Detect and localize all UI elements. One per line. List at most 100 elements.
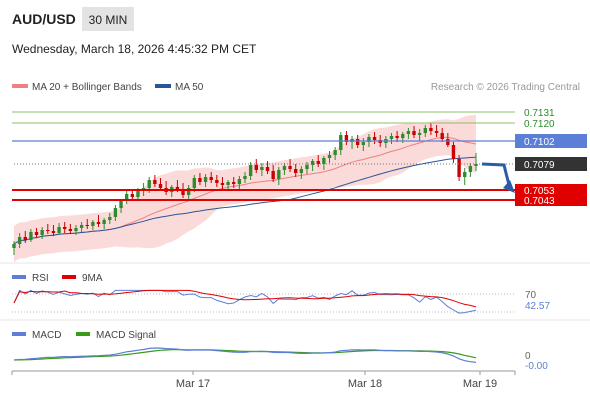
candle-body xyxy=(265,167,270,171)
pivot-label: 0.7102 xyxy=(524,137,555,148)
candle-body xyxy=(327,155,332,158)
legend-9ma-swatch xyxy=(62,275,76,279)
candle xyxy=(440,128,444,142)
candle-body xyxy=(153,180,157,184)
x-tick-label: Mar 18 xyxy=(348,378,382,390)
candle-body xyxy=(74,228,78,231)
candle xyxy=(406,128,411,139)
legend-rsi-swatch xyxy=(12,275,26,279)
interval-badge xyxy=(82,7,134,31)
candle xyxy=(457,155,461,181)
candle xyxy=(63,222,67,233)
candle xyxy=(254,159,258,173)
candle xyxy=(412,126,416,138)
candle-body xyxy=(395,136,399,138)
legend-macd-signal-label: MACD Signal xyxy=(96,330,156,341)
candle-body xyxy=(34,232,39,235)
x-tick-label: Mar 17 xyxy=(176,378,210,390)
candle xyxy=(446,133,450,147)
candle-body xyxy=(316,161,320,164)
interval-label: 30 MIN xyxy=(89,13,128,27)
candle xyxy=(186,185,191,199)
candle xyxy=(74,225,78,235)
candle xyxy=(395,131,399,142)
candle-body xyxy=(220,183,225,185)
candle xyxy=(215,175,219,187)
candle xyxy=(248,162,253,180)
price-pane xyxy=(12,115,478,262)
rsi-pane xyxy=(13,289,477,314)
candle xyxy=(124,191,129,204)
candle xyxy=(316,155,320,167)
candle-body xyxy=(46,230,50,231)
candle xyxy=(327,151,332,163)
bollinger-band xyxy=(14,115,476,262)
legend-ma20-swatch xyxy=(12,84,28,88)
support-label: 0.7043 xyxy=(524,196,555,207)
candle xyxy=(40,227,44,239)
candle-body xyxy=(288,166,292,169)
candle xyxy=(322,156,326,170)
legend-ma50-label: MA 50 xyxy=(175,82,204,93)
candle-body xyxy=(367,137,371,142)
candle xyxy=(429,123,433,135)
candle-body xyxy=(417,133,422,135)
candle xyxy=(12,241,16,255)
candle xyxy=(333,147,337,160)
candle xyxy=(232,177,236,188)
candle-body xyxy=(130,194,135,197)
candle xyxy=(113,205,118,221)
candle-body xyxy=(96,222,101,224)
candle-body xyxy=(248,165,253,176)
candle-body xyxy=(85,225,89,226)
candle xyxy=(243,172,247,183)
candle-body xyxy=(158,184,163,188)
candle-body xyxy=(17,237,22,244)
candle xyxy=(361,138,366,151)
candle xyxy=(474,153,478,171)
rsi-9ma-line xyxy=(13,289,477,308)
candle xyxy=(299,166,304,179)
candle-body xyxy=(119,201,123,208)
current-price-label: 0.7079 xyxy=(524,160,555,171)
candle-body xyxy=(463,172,467,177)
candle-body xyxy=(254,165,258,170)
candle xyxy=(29,229,33,242)
candle-body xyxy=(389,136,394,139)
candle-body xyxy=(260,167,264,170)
candle-body xyxy=(232,182,236,184)
candle-body xyxy=(457,159,461,177)
candle xyxy=(68,224,73,234)
symbol-title: AUD/USD xyxy=(12,11,76,27)
candle-body xyxy=(333,150,337,155)
legend-9ma-label: 9MA xyxy=(82,273,103,284)
candle-body xyxy=(12,244,16,248)
candle xyxy=(85,219,89,229)
candle xyxy=(34,228,39,238)
candle-body xyxy=(113,208,118,217)
candle-body xyxy=(474,164,478,166)
candle-body xyxy=(305,165,309,169)
candle xyxy=(79,222,84,232)
candle-body xyxy=(226,182,230,185)
legend-ma50-swatch xyxy=(155,84,171,88)
candle xyxy=(294,164,298,177)
candle xyxy=(288,159,292,172)
candle xyxy=(451,142,456,163)
candle-body xyxy=(102,220,106,224)
candle-body xyxy=(181,189,185,195)
candle-body xyxy=(63,227,67,229)
candle-body xyxy=(108,217,112,220)
candle xyxy=(423,125,427,137)
candle-body xyxy=(57,227,61,233)
candle-body xyxy=(79,225,84,228)
candle xyxy=(434,125,439,137)
candle-body xyxy=(451,145,456,159)
x-tick-label: Mar 19 xyxy=(463,378,497,390)
candle xyxy=(265,161,270,174)
resistance-label: 0.7131 xyxy=(524,108,555,119)
candle-body xyxy=(29,232,33,240)
candle-body xyxy=(401,134,405,138)
